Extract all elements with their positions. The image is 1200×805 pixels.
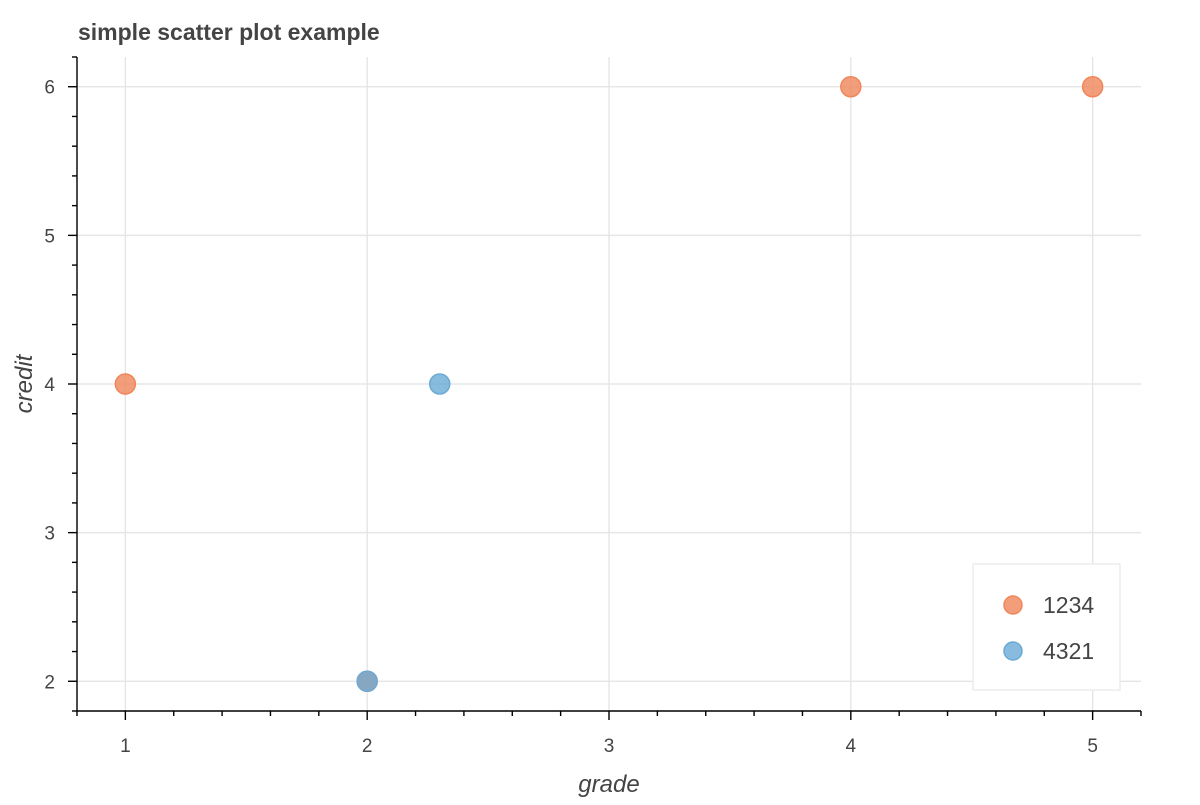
data-point bbox=[356, 670, 378, 693]
x-tick-label: 3 bbox=[604, 736, 615, 757]
data-point bbox=[428, 373, 451, 395]
grid bbox=[77, 57, 1141, 711]
data-point bbox=[840, 75, 862, 98]
data-point bbox=[1081, 75, 1104, 98]
y-tick-label: 6 bbox=[44, 78, 55, 99]
y-tick-label: 5 bbox=[44, 226, 55, 247]
x-tick-label: 5 bbox=[1087, 736, 1098, 757]
legend-label: 4321 bbox=[1043, 638, 1094, 664]
x-tick-label: 2 bbox=[362, 736, 373, 757]
y-tick-label: 2 bbox=[44, 672, 55, 693]
x-tick-label: 4 bbox=[846, 736, 857, 757]
legend: 1234 4321 bbox=[972, 563, 1121, 691]
legend-marker bbox=[1003, 641, 1023, 661]
x-axis-title: grade bbox=[578, 771, 639, 798]
legend-box bbox=[972, 563, 1121, 691]
y-tick-label: 4 bbox=[44, 375, 55, 396]
data-points bbox=[114, 75, 1104, 693]
chart-title: simple scatter plot example bbox=[78, 19, 380, 45]
y-tick-label: 3 bbox=[44, 524, 55, 545]
data-point bbox=[114, 373, 137, 395]
legend-marker bbox=[1003, 595, 1023, 615]
y-axis-title: credit bbox=[11, 353, 38, 413]
legend-label: 1234 bbox=[1043, 592, 1094, 618]
x-tick-label: 1 bbox=[120, 736, 131, 757]
